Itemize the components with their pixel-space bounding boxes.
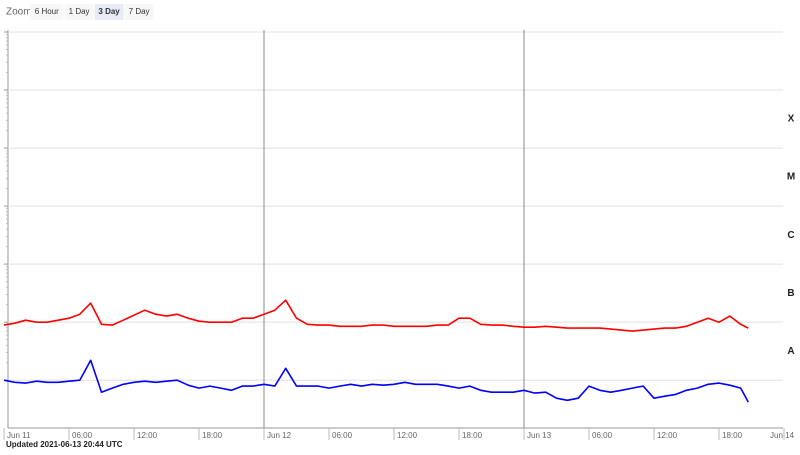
zoom-button-label[interactable]: 7 Day: [129, 7, 150, 16]
class-label: C: [787, 230, 794, 241]
x-tick-label: 12:00: [137, 431, 158, 440]
zoom-button[interactable]: [64, 4, 94, 20]
x-tick-label: 12:00: [657, 431, 678, 440]
x-tick-label: Jun 11: [7, 431, 31, 440]
zoom-button-label[interactable]: 3 Day: [98, 7, 120, 16]
class-label: B: [787, 288, 794, 299]
x-tick-label: 18:00: [462, 431, 483, 440]
series-line: [3, 299, 749, 332]
x-tick-label: 06:00: [332, 431, 353, 440]
x-tick-label: 18:00: [202, 431, 223, 440]
class-label: X: [788, 114, 795, 125]
zoom-button[interactable]: [94, 4, 124, 20]
x-tick-label: 18:00: [722, 431, 743, 440]
zoom-button[interactable]: [30, 4, 64, 20]
x-tick-label: 06:00: [592, 431, 613, 440]
updated-text: Updated 2021-06-13 20:44 UTC: [6, 440, 123, 449]
series-line: [3, 359, 750, 403]
x-tick-label: 06:00: [72, 431, 93, 440]
x-tick-label: 12:00: [397, 431, 418, 440]
zoom-label: Zoom: [6, 7, 32, 18]
x-tick-label: Jun 13: [527, 431, 552, 440]
zoom-button-label[interactable]: 6 Hour: [35, 7, 59, 16]
class-label: M: [787, 172, 795, 183]
x-tick-label: Jun 14: [770, 431, 795, 440]
zoom-button[interactable]: [124, 4, 154, 20]
zoom-button-label[interactable]: 1 Day: [69, 7, 90, 16]
zoom-buttons: 6 Hour 1 Day 3 Day 7 Day: [30, 4, 154, 20]
x-tick-label: Jun 12: [267, 431, 292, 440]
class-label: A: [787, 346, 794, 357]
